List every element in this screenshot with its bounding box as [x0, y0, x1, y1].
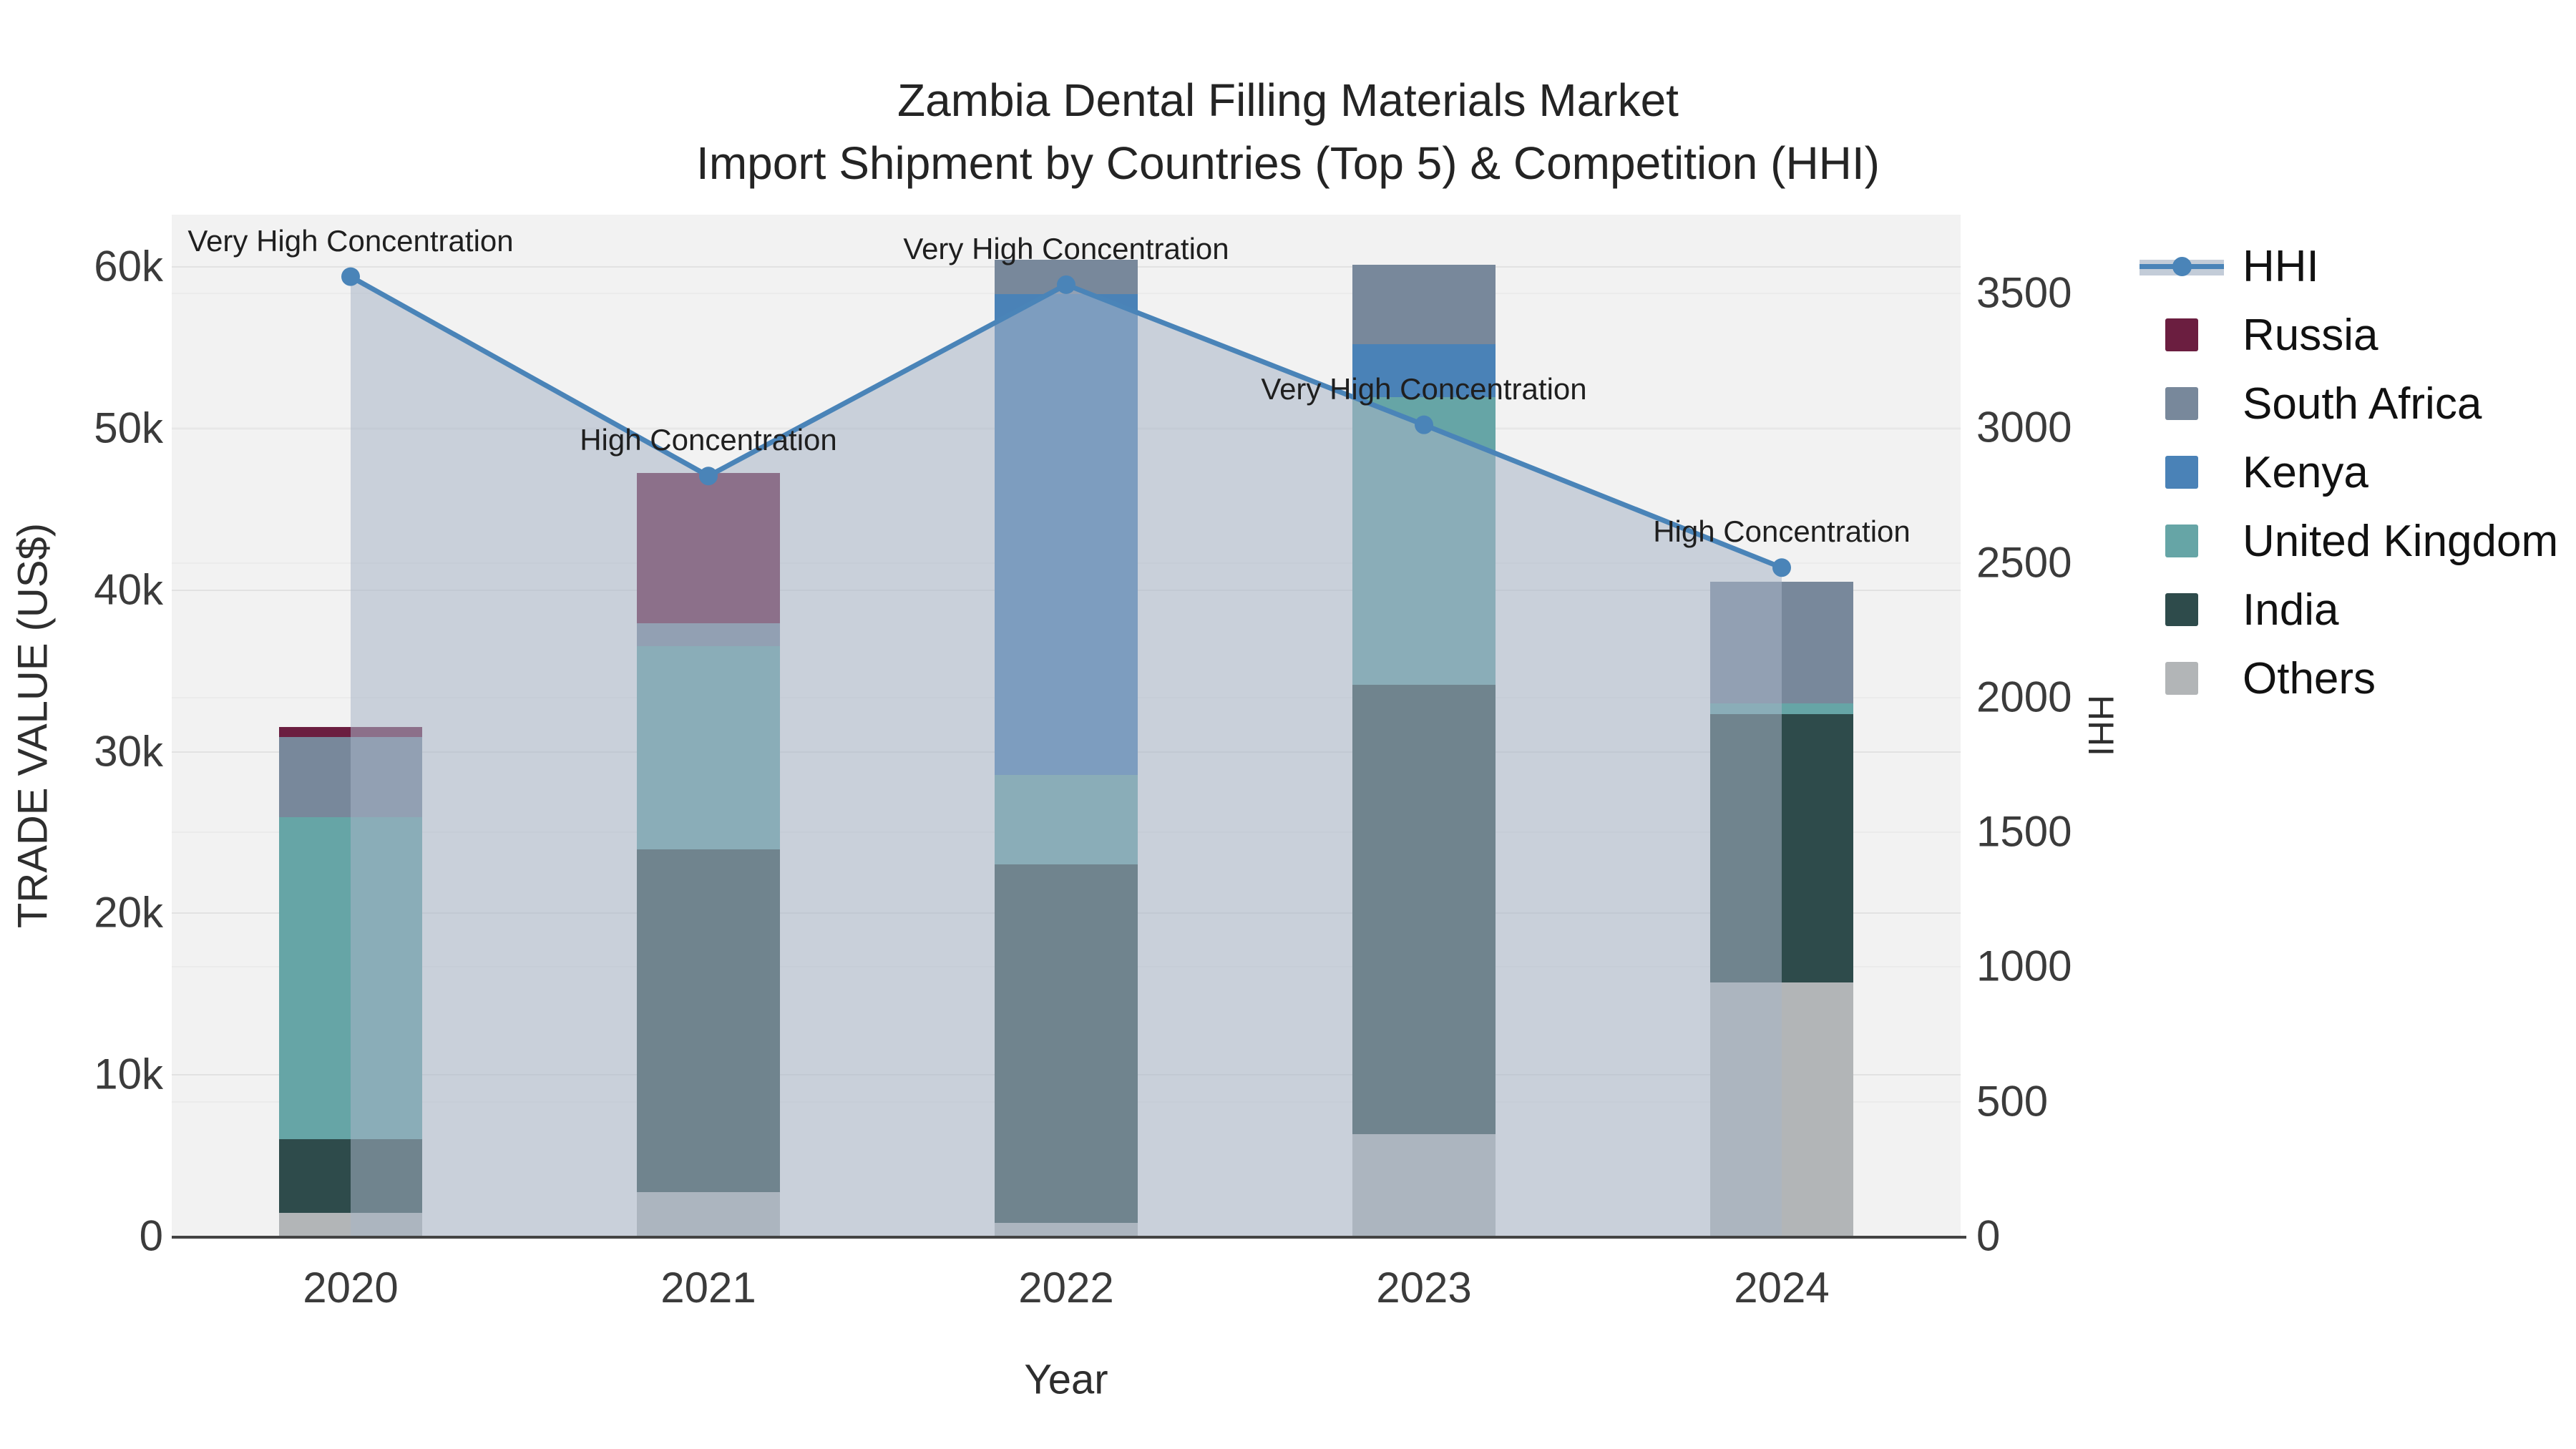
y-left-tick-0: 0 [139, 1211, 163, 1260]
bar-2023-united-kingdom[interactable] [1352, 397, 1496, 686]
chart-title-line1: Zambia Dental Filling Materials Market [897, 74, 1679, 126]
annotation-2023: Very High Concentration [1261, 371, 1587, 406]
legend-item-united-kingdom[interactable]: United Kingdom [2140, 515, 2558, 567]
x-tick-2023: 2023 [1376, 1264, 1472, 1312]
y-left-tick-20k: 20k [94, 888, 163, 937]
bar-2024-india[interactable] [1710, 713, 1853, 982]
annotation-2022: Very High Concentration [903, 231, 1229, 265]
bar-2020-russia[interactable] [279, 726, 422, 738]
bar-2020-india[interactable] [279, 1138, 422, 1214]
bar-2021-south-africa[interactable] [637, 623, 780, 646]
y-right-tick-3000: 3000 [1976, 403, 2072, 452]
legend-swatch-others [2165, 662, 2198, 695]
bar-2020-south-africa[interactable] [279, 737, 422, 818]
x-axis-title: Year [1024, 1356, 1108, 1403]
y-right-tick-2000: 2000 [1976, 673, 2072, 721]
x-tick-2020: 2020 [303, 1264, 399, 1312]
legend-item-others[interactable]: Others [2140, 653, 2376, 704]
bar-2023-south-africa[interactable] [1352, 264, 1496, 344]
hhi-marker-2024[interactable] [1772, 558, 1791, 577]
y-right-tick-1000: 1000 [1976, 942, 2072, 990]
legend-label: India [2243, 585, 2339, 635]
hhi-marker-2023[interactable] [1415, 415, 1433, 434]
legend-item-russia[interactable]: Russia [2140, 309, 2379, 361]
y-left-tick-40k: 40k [94, 565, 163, 614]
bar-2024-united-kingdom[interactable] [1710, 703, 1853, 714]
y-right-tick-1500: 1500 [1976, 807, 2072, 856]
bar-2022-others[interactable] [995, 1222, 1138, 1236]
legend-swatch-russia [2165, 318, 2198, 351]
legend-label: HHI [2243, 241, 2319, 291]
bar-2021-india[interactable] [637, 849, 780, 1193]
hhi-marker-2020[interactable] [341, 267, 360, 286]
y-left-tick-30k: 30k [94, 727, 163, 776]
bar-2021-russia[interactable] [637, 473, 780, 624]
bar-2024-others[interactable] [1710, 982, 1853, 1236]
bar-2021-others[interactable] [637, 1192, 780, 1236]
bar-2020-united-kingdom[interactable] [279, 817, 422, 1139]
legend-swatch-india [2165, 593, 2198, 626]
annotation-2021: High Concentration [580, 423, 837, 457]
bar-2023-india[interactable] [1352, 685, 1496, 1134]
legend-swatch-south-africa [2165, 387, 2198, 420]
bar-2022-kenya[interactable] [995, 293, 1138, 776]
legend-swatch-kenya [2165, 456, 2198, 489]
plot-area [172, 215, 1961, 1236]
bar-2021-united-kingdom[interactable] [637, 645, 780, 850]
x-tick-2021: 2021 [660, 1264, 756, 1312]
x-tick-2024: 2024 [1734, 1264, 1830, 1312]
bar-2022-united-kingdom[interactable] [995, 775, 1138, 864]
y-left-tick-60k: 60k [94, 242, 163, 291]
y-right-tick-500: 500 [1976, 1077, 2049, 1126]
legend-item-kenya[interactable]: Kenya [2140, 447, 2368, 498]
y-left-tick-10k: 10k [94, 1050, 163, 1098]
legend-item-hhi[interactable]: HHI [2140, 240, 2319, 292]
chart-title: Zambia Dental Filling Materials Market I… [0, 69, 2576, 195]
x-axis-line [172, 1236, 1966, 1239]
hhi-line-sample-icon [2140, 250, 2224, 283]
hhi-marker-2022[interactable] [1057, 275, 1075, 294]
bar-2020-others[interactable] [279, 1213, 422, 1236]
y-right-axis-title: HHI [2081, 694, 2121, 757]
bar-2024-south-africa[interactable] [1710, 581, 1853, 703]
y-left-axis-title: TRADE VALUE (US$) [9, 522, 57, 929]
legend-label: Kenya [2243, 447, 2368, 497]
y-right-tick-2500: 2500 [1976, 538, 2072, 587]
legend-swatch-united-kingdom [2165, 525, 2198, 557]
chart-title-line2: Import Shipment by Countries (Top 5) & C… [696, 137, 1880, 189]
legend-item-india[interactable]: India [2140, 584, 2338, 635]
legend-label: Others [2243, 653, 2376, 703]
legend-label: United Kingdom [2243, 516, 2559, 566]
bar-2022-india[interactable] [995, 864, 1138, 1223]
annotation-2020: Very High Concentration [187, 223, 514, 258]
legend-item-south-africa[interactable]: South Africa [2140, 378, 2482, 429]
x-tick-2022: 2022 [1018, 1264, 1114, 1312]
legend-label: South Africa [2243, 379, 2482, 429]
annotation-2024: High Concentration [1653, 514, 1911, 549]
y-right-tick-0: 0 [1976, 1211, 2001, 1260]
y-left-tick-50k: 50k [94, 404, 163, 452]
hhi-marker-2021[interactable] [699, 467, 718, 486]
legend-label: Russia [2243, 310, 2379, 360]
bar-2023-others[interactable] [1352, 1133, 1496, 1236]
y-right-tick-3500: 3500 [1976, 268, 2072, 317]
